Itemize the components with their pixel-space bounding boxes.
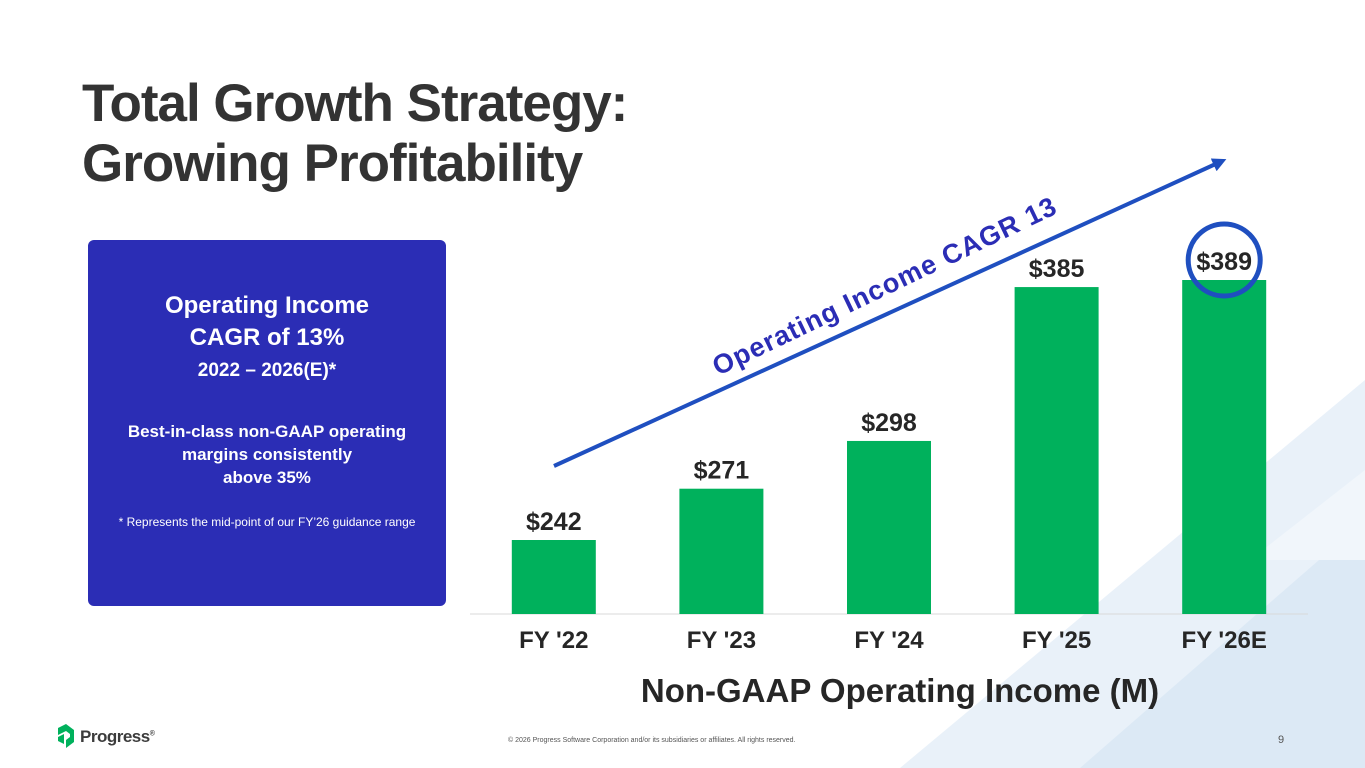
highlight-circle — [1185, 221, 1263, 299]
data-label-3: $385 — [1029, 255, 1085, 283]
bar-4 — [1182, 280, 1267, 614]
x-tick-label-3: FY '25 — [1022, 627, 1091, 654]
info-body-line-1: Best-in-class non-GAAP operating — [127, 422, 407, 441]
info-body-line-2: margins consistently — [181, 445, 353, 464]
data-label-4: $389 — [1196, 248, 1252, 276]
title-line-1: Total Growth Strategy: — [82, 74, 628, 133]
data-label-1: $271 — [694, 457, 750, 485]
x-tick-label-1: FY '23 — [687, 627, 756, 654]
slide-title: Total Growth Strategy: Growing Profitabi… — [82, 74, 628, 194]
info-note: * Represents the mid-point of our FY’26 … — [118, 515, 416, 529]
info-heading-line-2: CAGR of 13% — [189, 324, 345, 351]
progress-logo-text: Progress® — [80, 727, 155, 746]
x-tick-label-0: FY '22 — [519, 627, 588, 654]
x-axis-title: Non-GAAP Operating Income (M) — [640, 672, 1160, 709]
bars-layer: $242 FY '22 $271 FY '23 $298 FY '24 $385 FY '25… — [511, 248, 1267, 654]
trend-annotation-text: Operating Income CAGR 13% — [0, 0, 1061, 381]
info-range: 2022 – 2026(E)* — [197, 360, 337, 381]
bar-2 — [847, 440, 931, 614]
bar-3 — [1014, 287, 1099, 614]
info-body-line-3: above 35% — [223, 468, 311, 487]
data-label-2: $298 — [861, 409, 917, 437]
info-heading-line-1: Operating Income — [164, 292, 370, 319]
x-tick-label-2: FY '24 — [854, 627, 924, 654]
bar-0 — [511, 540, 596, 614]
footer-copyright: © 2026 Progress Software Corporation and… — [508, 737, 796, 744]
trend-annotation: Operating Income CAGR 13% — [0, 0, 1062, 381]
bar-1 — [679, 488, 764, 614]
x-tick-label-4: FY '26E — [1182, 627, 1267, 654]
logo-registered-mark: ® — [149, 730, 155, 738]
page-number: 9 — [1278, 734, 1285, 746]
data-label-0: $242 — [526, 508, 582, 536]
trend-arrow — [553, 158, 1227, 468]
info-box: Operating Income CAGR of 13% 2022 – 2026… — [88, 240, 446, 606]
progress-logo-icon — [58, 724, 74, 748]
title-line-2: Growing Profitability — [82, 134, 583, 193]
